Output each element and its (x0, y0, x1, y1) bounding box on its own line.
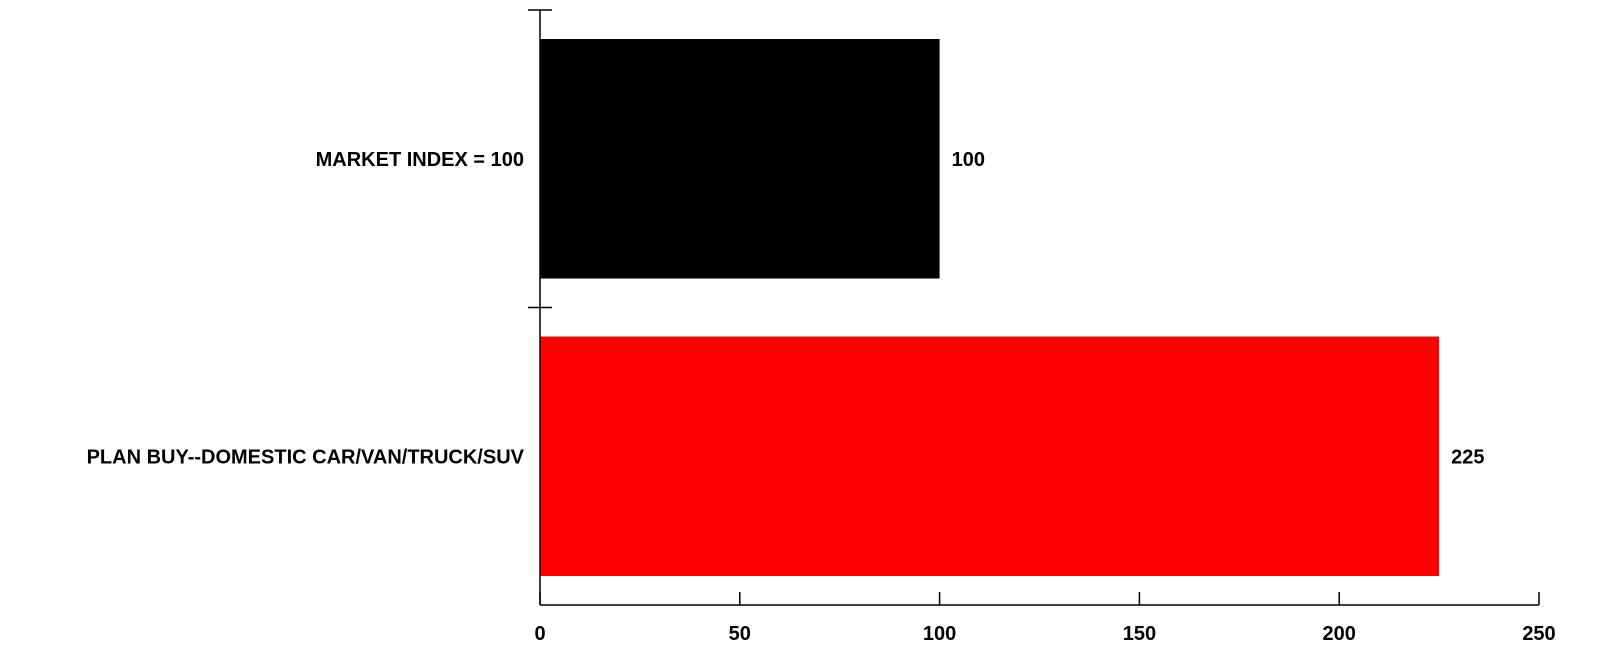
x-tick-label-50: 50 (729, 623, 751, 645)
x-tick-label-0: 0 (534, 623, 545, 645)
bar-1 (540, 39, 940, 279)
x-tick-label-200: 200 (1323, 623, 1356, 645)
category-labels-group: MARKET INDEX = 100 PLAN BUY--DOMESTIC CAR… (87, 149, 525, 469)
value-label-2: 225 (1451, 446, 1484, 468)
x-tick-label-150: 150 (1123, 623, 1156, 645)
y-axis (528, 9, 552, 605)
x-tick-label-250: 250 (1522, 623, 1555, 645)
value-labels-group: 100 225 (952, 149, 1485, 469)
category-label-2: PLAN BUY--DOMESTIC CAR/VAN/TRUCK/SUV (87, 446, 525, 468)
bars-group (540, 39, 1440, 576)
category-label-1: MARKET INDEX = 100 (316, 149, 524, 171)
x-axis: 0 50 100 150 200 250 (534, 592, 1556, 645)
x-tick-label-100: 100 (923, 623, 956, 645)
bar-2 (540, 336, 1440, 576)
value-label-1: 100 (952, 149, 985, 171)
